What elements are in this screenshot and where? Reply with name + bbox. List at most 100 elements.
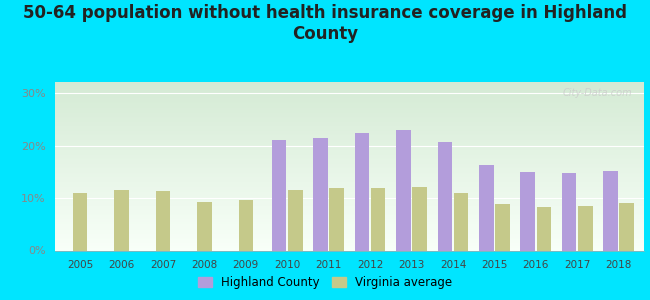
Bar (55, 157, 644, 158)
Bar (55, 152, 644, 153)
Bar (55, 239, 644, 240)
Bar (55, 194, 644, 195)
Bar (55, 235, 644, 236)
Bar (55, 247, 644, 248)
Bar (55, 175, 644, 176)
Bar (55, 182, 644, 183)
Bar (55, 245, 644, 246)
Bar (197, 202, 212, 250)
Bar (55, 196, 644, 197)
Bar (55, 218, 644, 219)
Bar (55, 160, 644, 161)
Bar (55, 222, 644, 223)
Bar (288, 190, 302, 250)
Bar (55, 181, 644, 182)
Bar (55, 172, 644, 173)
Bar (55, 132, 644, 133)
Bar (55, 244, 644, 245)
Bar (55, 149, 644, 150)
Bar (55, 85, 644, 86)
Bar (55, 243, 644, 244)
Bar (73, 193, 87, 250)
Bar (55, 106, 644, 107)
Bar (55, 209, 644, 210)
Bar (55, 169, 644, 170)
Bar (55, 216, 644, 217)
Bar (55, 240, 644, 241)
Bar (55, 119, 644, 120)
Bar (55, 183, 644, 184)
Bar (55, 249, 644, 250)
Bar (371, 188, 385, 250)
Bar (55, 102, 644, 103)
Bar (55, 112, 644, 113)
Bar (55, 100, 644, 101)
Bar (578, 206, 593, 250)
Bar (55, 226, 644, 227)
Bar (55, 232, 644, 233)
Bar (55, 203, 644, 204)
Bar (55, 170, 644, 171)
Bar (55, 206, 644, 207)
Bar (55, 228, 644, 229)
Bar (55, 110, 644, 111)
Bar (495, 204, 510, 250)
Bar (55, 241, 644, 242)
Bar (355, 134, 369, 250)
Bar (55, 115, 644, 116)
Bar (55, 120, 644, 121)
Bar (55, 94, 644, 95)
Text: City-Data.com: City-Data.com (562, 88, 632, 98)
Bar (619, 203, 634, 250)
Bar (55, 230, 644, 231)
Bar (55, 116, 644, 117)
Bar (55, 143, 644, 144)
Bar (55, 215, 644, 216)
Bar (537, 207, 551, 250)
Text: 50-64 population without health insurance coverage in Highland
County: 50-64 population without health insuranc… (23, 4, 627, 43)
Bar (55, 145, 644, 146)
Bar (55, 97, 644, 98)
Bar (55, 130, 644, 131)
Bar (55, 93, 644, 94)
Bar (55, 164, 644, 165)
Bar (55, 114, 644, 115)
Bar (55, 126, 644, 127)
Bar (55, 173, 644, 174)
Bar (412, 187, 427, 250)
Bar (55, 105, 644, 106)
Bar (55, 150, 644, 151)
Bar (55, 103, 644, 104)
Bar (55, 86, 644, 87)
Bar (55, 123, 644, 124)
Bar (55, 121, 644, 122)
Bar (55, 83, 644, 84)
Bar (55, 200, 644, 201)
Bar (521, 172, 535, 250)
Bar (55, 134, 644, 135)
Bar (55, 168, 644, 169)
Bar (55, 185, 644, 186)
Bar (55, 95, 644, 96)
Bar (479, 165, 493, 250)
Bar (396, 130, 411, 250)
Bar (55, 146, 644, 147)
Bar (55, 198, 644, 199)
Bar (55, 208, 644, 209)
Bar (55, 113, 644, 114)
Bar (55, 96, 644, 97)
Bar (55, 101, 644, 102)
Bar (55, 211, 644, 212)
Bar (603, 171, 618, 250)
Bar (55, 224, 644, 225)
Bar (55, 212, 644, 213)
Bar (55, 92, 644, 93)
Bar (55, 162, 644, 163)
Bar (55, 180, 644, 181)
Bar (55, 128, 644, 129)
Bar (55, 191, 644, 192)
Bar (55, 124, 644, 125)
Bar (55, 210, 644, 211)
Bar (55, 207, 644, 208)
Bar (55, 192, 644, 193)
